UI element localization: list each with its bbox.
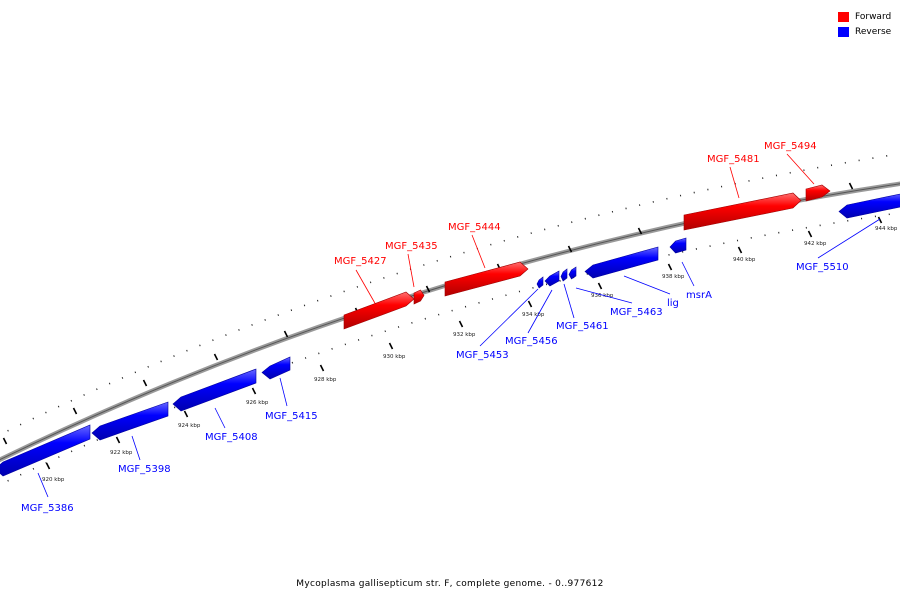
leader-line bbox=[681, 261, 695, 287]
leader-line bbox=[479, 288, 539, 347]
reverse-swatch bbox=[838, 26, 849, 37]
leader-line bbox=[131, 435, 141, 461]
leader-line bbox=[623, 275, 671, 295]
leader-line bbox=[407, 253, 415, 288]
gene-feature-mgf-5494[interactable] bbox=[805, 184, 831, 202]
scale-label: 928 kbp bbox=[314, 377, 337, 383]
major-tick bbox=[637, 227, 643, 235]
major-tick bbox=[737, 246, 743, 254]
scale-label: 942 kbp bbox=[804, 241, 827, 247]
legend-reverse-label: Reverse bbox=[855, 26, 892, 37]
scale-label: 930 kbp bbox=[383, 354, 406, 360]
gene-feature-mgf-5463[interactable] bbox=[568, 266, 577, 280]
major-tick bbox=[283, 330, 289, 338]
gene-label-mgf-5510[interactable]: MGF_5510 bbox=[796, 262, 849, 273]
gene-feature-lig[interactable] bbox=[584, 246, 659, 279]
scale-label: 920 kbp bbox=[42, 477, 65, 483]
major-tick bbox=[567, 245, 573, 253]
gene-feature-msra[interactable] bbox=[669, 237, 687, 254]
gene-feature-mgf-5408[interactable] bbox=[172, 368, 257, 412]
leader-line bbox=[471, 234, 486, 269]
forward-swatch bbox=[838, 11, 849, 22]
legend: Forward Reverse bbox=[838, 9, 891, 39]
gene-feature-mgf-5444[interactable] bbox=[444, 261, 529, 297]
gene-label-mgf-5494[interactable]: MGF_5494 bbox=[764, 141, 817, 152]
gene-features bbox=[0, 184, 900, 477]
gene-label-mgf-5386[interactable]: MGF_5386 bbox=[21, 503, 74, 514]
gene-label-mgf-5456[interactable]: MGF_5456 bbox=[505, 336, 558, 347]
scale-label: 936 kbp bbox=[591, 293, 614, 299]
leader-line bbox=[729, 166, 740, 199]
major-tick bbox=[319, 364, 325, 372]
legend-forward-label: Forward bbox=[855, 11, 892, 22]
major-tick bbox=[458, 320, 464, 328]
major-tick bbox=[115, 436, 121, 444]
scale-label: 926 kbp bbox=[246, 400, 269, 406]
scale-labels: 920 kbp 922 kbp 924 kbp 926 kbp 928 kbp 930 k… bbox=[42, 226, 898, 483]
gene-labels: MGF_5386 MGF_5398 MGF_5408 MGF_5415 MGF_5427… bbox=[21, 141, 849, 514]
major-tick bbox=[251, 387, 257, 395]
scale-label: 938 kbp bbox=[662, 274, 685, 280]
scale-label: 934 kbp bbox=[522, 312, 545, 318]
gene-label-mgf-5444[interactable]: MGF_5444 bbox=[448, 222, 501, 233]
gene-feature-mgf-5427[interactable] bbox=[343, 291, 415, 330]
gene-label-mgf-5398[interactable]: MGF_5398 bbox=[118, 464, 171, 475]
leader-line bbox=[786, 153, 815, 185]
major-tick bbox=[877, 216, 883, 224]
gene-feature-mgf-5456[interactable] bbox=[544, 270, 560, 287]
scale-label: 940 kbp bbox=[733, 257, 756, 263]
major-tick bbox=[72, 407, 78, 415]
major-tick bbox=[807, 230, 813, 238]
leader-line bbox=[279, 377, 288, 407]
major-tick bbox=[848, 182, 854, 190]
leader-line bbox=[37, 472, 49, 498]
major-tick bbox=[597, 282, 603, 290]
gene-label-msra[interactable]: msrA bbox=[686, 290, 712, 301]
gene-label-mgf-5481[interactable]: MGF_5481 bbox=[707, 154, 760, 165]
major-tick bbox=[183, 410, 189, 418]
gene-feature-mgf-5481[interactable] bbox=[683, 192, 802, 231]
major-tick bbox=[2, 437, 8, 445]
gene-feature-mgf-5453[interactable] bbox=[536, 276, 544, 289]
major-tick bbox=[527, 300, 533, 308]
scale-label: 944 kbp bbox=[875, 226, 898, 232]
reverse-tick-track bbox=[0, 211, 900, 486]
leader-line bbox=[214, 407, 226, 429]
scale-label: 924 kbp bbox=[178, 423, 201, 429]
major-tick bbox=[388, 342, 394, 350]
gene-label-mgf-5427[interactable]: MGF_5427 bbox=[334, 256, 387, 267]
gene-label-mgf-5415[interactable]: MGF_5415 bbox=[265, 411, 318, 422]
gene-label-mgf-5435[interactable]: MGF_5435 bbox=[385, 241, 438, 252]
major-tick bbox=[213, 353, 219, 361]
major-tick bbox=[667, 263, 673, 271]
leader-line bbox=[527, 289, 553, 334]
map-caption: Mycoplasma gallisepticum str. F, complet… bbox=[296, 579, 604, 589]
scale-label: 922 kbp bbox=[110, 450, 133, 456]
gene-feature-mgf-5461[interactable] bbox=[560, 268, 568, 282]
gene-feature-mgf-5398[interactable] bbox=[91, 401, 169, 441]
label-leaders bbox=[37, 153, 881, 498]
major-tick bbox=[425, 285, 431, 293]
gene-label-mgf-5408[interactable]: MGF_5408 bbox=[205, 432, 258, 443]
scale-label: 932 kbp bbox=[453, 332, 476, 338]
leader-line bbox=[575, 287, 633, 304]
major-tick bbox=[45, 462, 51, 470]
leader-line bbox=[355, 269, 377, 306]
leader-line bbox=[817, 218, 881, 259]
gene-feature-mgf-5510[interactable] bbox=[838, 193, 900, 219]
gene-feature-mgf-5435[interactable] bbox=[413, 289, 425, 305]
forward-tick-track bbox=[0, 152, 900, 436]
legend-reverse: Reverse bbox=[838, 24, 891, 39]
major-ticks bbox=[2, 182, 883, 470]
gene-label-lig[interactable]: lig bbox=[667, 298, 679, 309]
gene-feature-mgf-5415[interactable] bbox=[261, 356, 291, 380]
gene-label-mgf-5463[interactable]: MGF_5463 bbox=[610, 307, 663, 318]
gene-label-mgf-5453[interactable]: MGF_5453 bbox=[456, 350, 509, 361]
major-tick bbox=[142, 379, 148, 387]
gene-feature-mgf-5386[interactable] bbox=[0, 424, 91, 477]
leader-line bbox=[563, 283, 575, 319]
gene-label-mgf-5461[interactable]: MGF_5461 bbox=[556, 321, 609, 332]
legend-forward: Forward bbox=[838, 9, 891, 24]
